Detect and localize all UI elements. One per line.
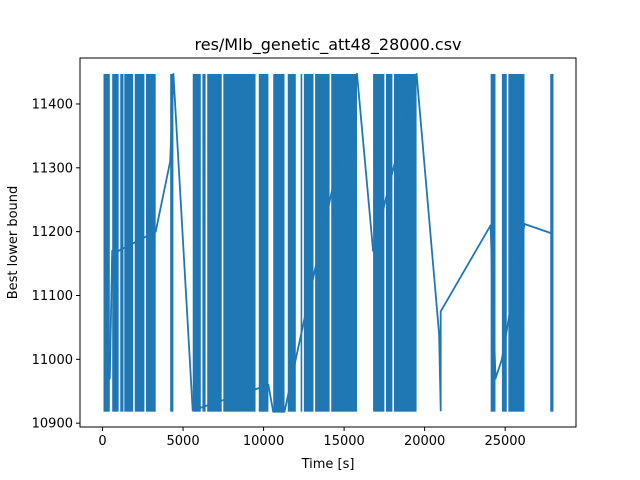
data-point <box>111 249 114 252</box>
x-tick-label: 15000 <box>323 434 364 449</box>
data-point <box>272 410 275 413</box>
series-band <box>192 73 201 412</box>
y-tick-label: 11100 <box>32 289 73 304</box>
x-tick-label: 25000 <box>484 434 525 449</box>
series-band <box>258 73 269 412</box>
series-band <box>170 73 174 412</box>
series-band <box>202 73 206 412</box>
series-band <box>501 73 507 412</box>
plot-area <box>103 73 554 413</box>
data-point <box>108 377 111 380</box>
data-point <box>439 310 442 313</box>
data-point <box>154 230 157 233</box>
y-axis-label: Best lower bound <box>6 186 21 300</box>
series-band <box>223 73 256 412</box>
series-band <box>134 73 145 412</box>
series-band <box>508 73 525 412</box>
data-point <box>172 73 175 75</box>
series-band <box>146 73 156 412</box>
data-point <box>415 73 418 75</box>
series-band <box>303 73 314 412</box>
x-tick-label: 0 <box>98 434 106 449</box>
data-point <box>356 73 358 75</box>
x-axis: 0 5000 10000 15000 20000 25000 <box>98 427 526 449</box>
series-band <box>394 73 417 412</box>
series-band <box>331 73 357 412</box>
data-point <box>489 224 492 227</box>
x-tick-label: 20000 <box>404 434 445 449</box>
series-band <box>120 73 124 412</box>
y-tick-label: 10900 <box>32 417 73 432</box>
series-band <box>315 73 330 412</box>
data-point <box>283 410 286 413</box>
data-point <box>523 223 526 225</box>
y-axis: 10900 11000 11100 11200 11300 11400 <box>32 97 80 432</box>
data-point <box>494 377 497 380</box>
data-point <box>169 160 172 163</box>
data-point <box>439 409 442 412</box>
series-band <box>300 73 303 412</box>
data-point <box>501 358 503 361</box>
data-point <box>549 232 552 234</box>
x-tick-label: 5000 <box>167 434 200 449</box>
series-band <box>124 73 134 412</box>
y-tick-label: 11000 <box>32 353 73 368</box>
series-band <box>550 73 554 412</box>
x-tick-label: 10000 <box>243 434 284 449</box>
axes-frame <box>79 57 577 428</box>
data-point <box>372 249 374 252</box>
y-tick-label: 11200 <box>32 225 73 240</box>
y-tick-label: 11300 <box>32 161 73 176</box>
x-axis-label: Time [s] <box>301 457 355 472</box>
series-band <box>490 73 496 412</box>
series-band <box>273 73 285 412</box>
y-tick-label: 11400 <box>32 97 73 112</box>
series-band <box>373 73 385 412</box>
data-point <box>267 383 270 386</box>
data-point <box>438 332 441 335</box>
data-point <box>191 409 194 412</box>
series-band <box>112 73 119 412</box>
data-point <box>117 249 120 252</box>
series-band <box>385 73 393 412</box>
series-band <box>103 73 110 412</box>
chart-title: res/Mlb_genetic_att48_28000.csv <box>195 35 462 55</box>
series-band <box>207 73 222 412</box>
series-band <box>287 73 296 412</box>
